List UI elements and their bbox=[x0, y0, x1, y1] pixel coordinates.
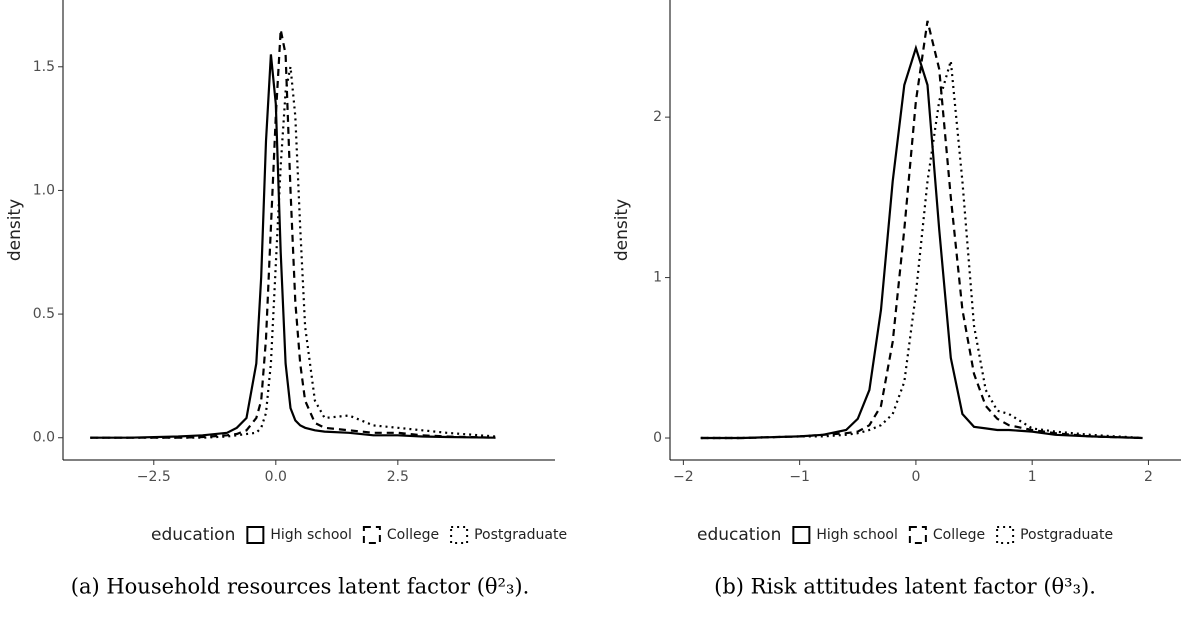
legend-key bbox=[996, 526, 1015, 544]
x-tick-label: 2.5 bbox=[387, 469, 409, 485]
legend-label: High school bbox=[270, 527, 352, 543]
density-line bbox=[700, 60, 1143, 440]
legend-label: Postgraduate bbox=[1020, 527, 1113, 543]
legend-key bbox=[246, 526, 265, 544]
legend-label: College bbox=[933, 527, 985, 543]
x-tick-label: −2 bbox=[673, 469, 694, 485]
density-line bbox=[700, 20, 1143, 440]
x-tick-label: 2 bbox=[1144, 469, 1153, 485]
legend-label: Postgraduate bbox=[474, 527, 567, 543]
y-axis-label: density bbox=[612, 199, 632, 261]
y-tick-label: 2 bbox=[653, 109, 662, 125]
panel: 0 1 2 −2 −1 0 1 2 density education High school Col… bbox=[612, 0, 1181, 599]
x-tick-label: 1 bbox=[1028, 469, 1037, 485]
y-axis-label: density bbox=[5, 199, 25, 261]
legend-title: education bbox=[151, 525, 235, 545]
legend-title: education bbox=[697, 525, 781, 545]
legend-label: High school bbox=[816, 527, 898, 543]
y-tick-label: 0.5 bbox=[33, 306, 55, 322]
y-tick-label: 0 bbox=[653, 430, 662, 446]
legend-key bbox=[362, 526, 381, 544]
caption: (b) Risk attitudes latent factor (θ³₃). bbox=[714, 575, 1096, 599]
y-tick-label: 1 bbox=[653, 270, 662, 286]
caption: (a) Household resources latent factor (θ… bbox=[71, 575, 530, 599]
legend-key bbox=[792, 526, 811, 544]
legend-key bbox=[450, 526, 469, 544]
density-line bbox=[90, 54, 496, 439]
x-tick-label: 0 bbox=[911, 469, 920, 485]
legend-label: College bbox=[387, 527, 439, 543]
density-line bbox=[700, 44, 1143, 440]
panel: 0.0 0.5 1.0 1.5 −2.5 0.0 2.5 density education Hi… bbox=[5, 0, 567, 599]
density-line bbox=[90, 66, 496, 439]
x-tick-label: 0.0 bbox=[265, 469, 287, 485]
x-tick-label: −1 bbox=[789, 469, 810, 485]
legend-key bbox=[908, 526, 927, 544]
y-tick-label: 0.0 bbox=[33, 430, 55, 446]
y-tick-label: 1.0 bbox=[33, 182, 55, 198]
x-tick-label: −2.5 bbox=[137, 469, 171, 485]
density-line bbox=[90, 29, 496, 439]
y-tick-label: 1.5 bbox=[33, 59, 55, 75]
